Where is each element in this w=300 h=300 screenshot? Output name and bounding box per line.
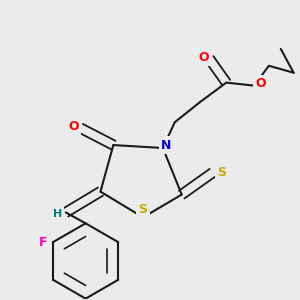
Text: N: N	[161, 139, 172, 152]
Text: O: O	[199, 51, 209, 64]
Text: H: H	[53, 209, 62, 219]
Text: O: O	[68, 120, 79, 133]
Text: O: O	[255, 77, 266, 90]
Text: S: S	[139, 203, 148, 216]
Text: S: S	[217, 166, 226, 179]
Text: F: F	[39, 236, 48, 249]
